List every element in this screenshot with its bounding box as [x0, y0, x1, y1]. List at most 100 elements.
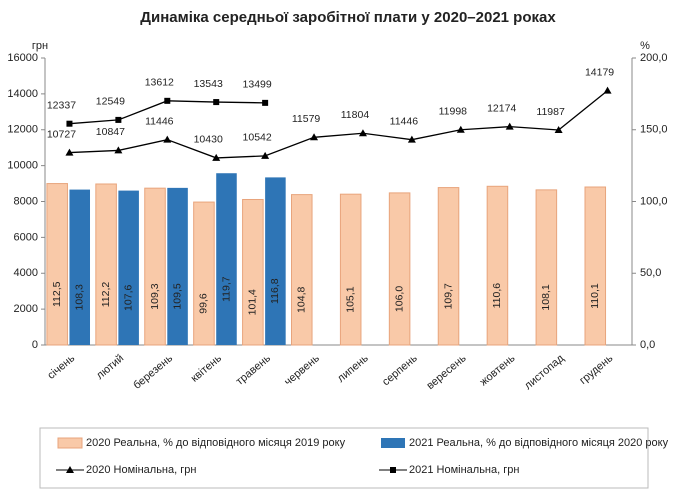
data-label: 10430 — [194, 134, 223, 146]
data-label: 14179 — [585, 66, 614, 78]
y2-tick-label: 100,0 — [640, 195, 668, 207]
data-label: 11446 — [145, 115, 174, 127]
bar-label: 108,1 — [540, 284, 552, 310]
line-marker — [114, 146, 123, 154]
data-label: 12337 — [47, 99, 76, 111]
bar — [144, 187, 166, 346]
bar-label: 107,6 — [122, 285, 134, 311]
bar — [216, 173, 237, 345]
bar-label: 109,3 — [149, 283, 161, 309]
data-label: 13612 — [145, 77, 174, 89]
y-tick-label: 14000 — [7, 88, 38, 100]
x-tick-label: жовтень — [478, 352, 518, 388]
line-marker — [163, 135, 172, 143]
data-label: 11579 — [292, 113, 321, 125]
bar — [69, 189, 91, 345]
bar-label: 109,7 — [442, 283, 454, 309]
x-tick-label: листопад — [522, 352, 567, 392]
data-label: 13543 — [194, 78, 223, 90]
bar — [265, 177, 286, 345]
data-label: 13499 — [243, 79, 272, 91]
line-marker — [65, 148, 74, 156]
x-tick-label: січень — [45, 352, 77, 382]
line-marker — [212, 153, 221, 161]
bar — [339, 193, 362, 346]
bar-label: 112,2 — [100, 282, 112, 308]
bar — [486, 185, 509, 346]
bar — [242, 198, 264, 346]
data-label: 10847 — [96, 126, 125, 138]
data-label: 10542 — [243, 132, 272, 144]
y-tick-label: 2000 — [14, 303, 38, 315]
line-marker — [603, 86, 612, 94]
y-tick-label: 0 — [32, 339, 38, 351]
bar — [535, 189, 558, 346]
x-tick-label: липень — [335, 352, 371, 385]
y2-tick-label: 200,0 — [640, 52, 668, 64]
y-axis-label: грн — [32, 40, 48, 52]
line-marker — [358, 129, 367, 137]
line-marker — [66, 466, 74, 473]
bar-label: 110,1 — [589, 283, 601, 309]
y-tick-label: 12000 — [7, 124, 38, 136]
data-label: 11446 — [390, 115, 419, 127]
line-marker — [505, 122, 514, 130]
x-tick-label: серпень — [380, 352, 420, 388]
y2-tick-label: 150,0 — [640, 124, 668, 136]
line-marker — [456, 125, 465, 133]
x-tick-label: лютий — [94, 352, 126, 382]
data-label: 11987 — [536, 106, 565, 118]
bar-label: 106,0 — [393, 286, 405, 312]
bar-label: 104,8 — [296, 287, 308, 313]
y-tick-label: 10000 — [7, 160, 38, 172]
y-tick-label: 16000 — [7, 52, 38, 64]
line-marker — [310, 133, 319, 141]
chart-title: Динаміка середньої заробітної плати у 20… — [140, 9, 556, 26]
x-tick-label: квітень — [189, 352, 224, 384]
y2-tick-label: 50,0 — [640, 267, 661, 279]
line-marker — [115, 116, 122, 123]
legend-label: 2021 Реальна, % до відповідного місяця 2… — [409, 437, 669, 449]
x-tick-label: травень — [234, 352, 273, 388]
line-marker — [554, 125, 563, 133]
y-tick-label: 8000 — [14, 195, 38, 207]
bar-label: 109,5 — [171, 283, 183, 309]
y-tick-label: 6000 — [14, 231, 38, 243]
line-marker — [66, 120, 73, 127]
bar — [388, 192, 411, 346]
bar-label: 101,4 — [247, 289, 259, 315]
data-label: 11804 — [341, 109, 370, 121]
bar — [193, 201, 215, 346]
bar-label: 105,1 — [344, 286, 356, 312]
line-marker — [164, 97, 171, 104]
bar-label: 110,6 — [491, 283, 503, 309]
line — [69, 90, 608, 159]
legend-swatch — [57, 437, 83, 449]
bar — [584, 186, 607, 346]
legend-label: 2021 Номінальна, грн — [409, 464, 519, 476]
bar — [167, 187, 188, 345]
y2-tick-label: 0,0 — [640, 339, 655, 351]
line-marker — [213, 99, 220, 106]
bar — [290, 194, 313, 346]
bar — [118, 190, 139, 345]
line-marker — [261, 151, 270, 159]
bar-label: 108,3 — [74, 284, 86, 310]
bar — [46, 183, 68, 346]
legend-box — [39, 427, 649, 489]
y2-axis-label: % — [640, 40, 650, 52]
line-marker — [390, 467, 396, 473]
bar-label: 112,5 — [51, 281, 63, 307]
x-tick-label: грудень — [577, 352, 615, 387]
data-label: 11998 — [439, 106, 468, 118]
x-tick-label: вересень — [424, 352, 468, 392]
data-label: 10727 — [47, 128, 76, 140]
bar-label: 99,6 — [198, 293, 210, 314]
legend-swatch — [381, 438, 405, 448]
legend-label: 2020 Номінальна, грн — [86, 464, 196, 476]
x-tick-label: березень — [131, 352, 175, 392]
data-label: 12549 — [96, 96, 125, 108]
bar — [95, 183, 117, 346]
bar-label: 116,8 — [269, 278, 281, 304]
